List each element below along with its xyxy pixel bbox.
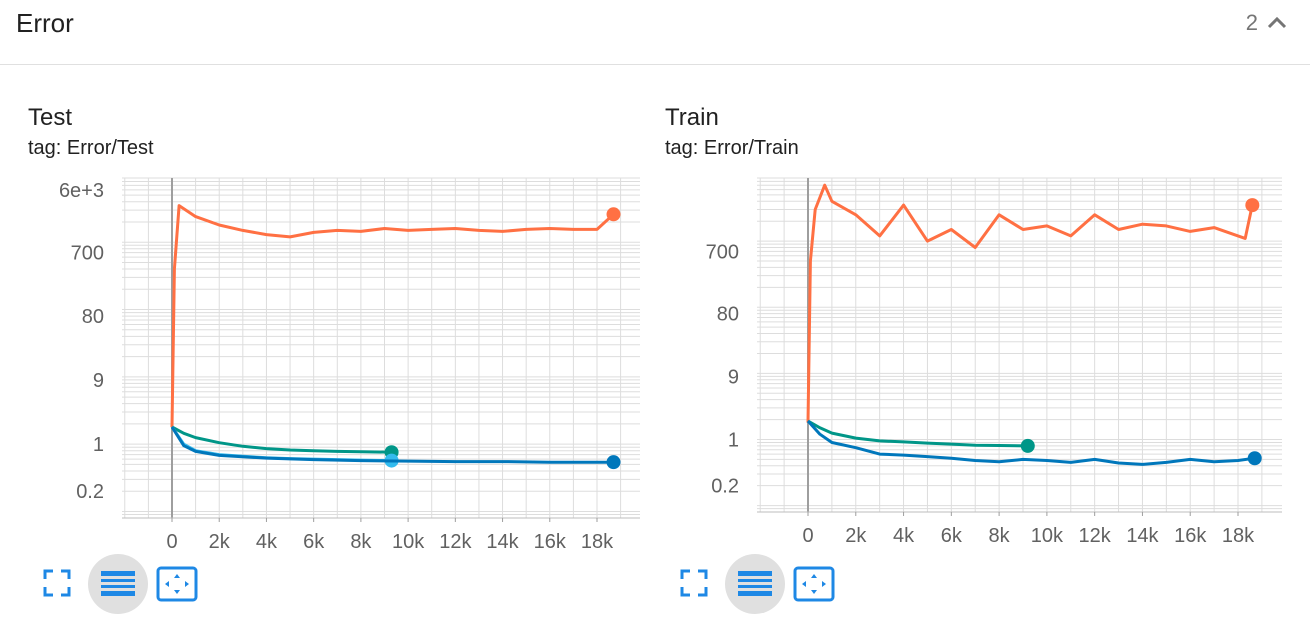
lines-icon	[738, 571, 772, 596]
y-tick-label: 9	[93, 370, 104, 392]
y-tick-label: 80	[82, 306, 104, 328]
x-tick-label: 6k	[303, 531, 325, 553]
series-end-point-blue[interactable]	[606, 455, 621, 470]
y-tick-label: 0.2	[711, 476, 739, 498]
series-line-orange[interactable]	[170, 204, 615, 428]
fullscreen-icon	[43, 569, 71, 597]
series-line-blue[interactable]	[806, 419, 1255, 466]
y-tick-label: 1	[93, 434, 104, 456]
x-tick-label: 2k	[845, 525, 867, 547]
fullscreen-button[interactable]	[42, 568, 72, 598]
chart-card-test: Test tag: Error/Test 6e+3 700 80 9 1 0.2 0 2k 4k…	[0, 96, 640, 626]
series-end-point-orange[interactable]	[606, 207, 621, 222]
chart-title: Test	[28, 104, 73, 131]
x-tick-label: 16k	[1174, 525, 1207, 547]
chart-title: Train	[665, 104, 719, 131]
chart-count-badge: 2	[1245, 10, 1258, 35]
fit-domain-button[interactable]	[793, 566, 835, 602]
x-tick-label: 12k	[439, 531, 472, 553]
fullscreen-button[interactable]	[679, 568, 709, 598]
series-line-orange[interactable]	[806, 183, 1254, 423]
series-end-point-orange[interactable]	[1245, 198, 1260, 213]
section-title: Error	[16, 8, 74, 38]
y-tick-label: 0.2	[76, 481, 104, 503]
chart-tag: tag: Error/Train	[665, 137, 799, 159]
x-tick-label: 14k	[1126, 525, 1159, 547]
y-tick-label: 1	[728, 429, 739, 451]
y-tick-label: 700	[706, 241, 739, 263]
fit-to-data-icon	[156, 566, 198, 602]
x-tick-label: 10k	[392, 531, 425, 553]
x-tick-label: 12k	[1079, 525, 1112, 547]
x-tick-label: 0	[802, 525, 813, 547]
x-tick-label: 10k	[1031, 525, 1064, 547]
x-tick-label: 2k	[209, 531, 231, 553]
x-tick-label: 18k	[1222, 525, 1255, 547]
lines-icon	[101, 571, 135, 596]
fit-to-data-icon	[793, 566, 835, 602]
x-tick-label: 8k	[989, 525, 1011, 547]
line-chart-train[interactable]: 700 80 9 1 0.2 0 2k 4k 6k 8k 10k 12k 14k 16k 18k	[637, 176, 1297, 556]
series-line-blue[interactable]	[170, 426, 614, 464]
toggle-log-scale-button[interactable]	[88, 554, 148, 614]
collapse-button[interactable]	[1262, 8, 1292, 38]
x-tick-label: 8k	[350, 531, 372, 553]
chevron-up-icon	[1267, 16, 1287, 29]
y-tick-label: 9	[728, 366, 739, 388]
x-tick-label: 18k	[581, 531, 614, 553]
x-tick-label: 6k	[941, 525, 963, 547]
series-end-point-blue[interactable]	[1247, 451, 1262, 466]
chart-tag: tag: Error/Test	[28, 137, 154, 159]
x-tick-label: 4k	[256, 531, 278, 553]
toggle-log-scale-button[interactable]	[725, 554, 785, 614]
series-line-teal[interactable]	[171, 425, 392, 454]
fullscreen-icon	[680, 569, 708, 597]
chart-card-train: Train tag: Error/Train 700 80 9 1 0.2 0 2k 4k 6k…	[637, 96, 1282, 626]
x-tick-label: 4k	[893, 525, 915, 547]
series-line-teal[interactable]	[807, 419, 1028, 448]
x-tick-label: 16k	[534, 531, 567, 553]
grid	[757, 177, 1282, 513]
y-tick-label: 700	[71, 243, 104, 265]
y-tick-label: 80	[717, 304, 739, 326]
section-header: Error 2	[0, 0, 1310, 65]
series-end-point-teal[interactable]	[1020, 438, 1035, 453]
x-tick-label: 0	[166, 531, 177, 553]
line-chart-test[interactable]: 6e+3 700 80 9 1 0.2 0 2k 4k 6k 8k 10k 12k 14k 16k 18k	[0, 176, 640, 556]
x-tick-label: 14k	[486, 531, 519, 553]
y-tick-label: 6e+3	[59, 180, 104, 202]
fit-domain-button[interactable]	[156, 566, 198, 602]
